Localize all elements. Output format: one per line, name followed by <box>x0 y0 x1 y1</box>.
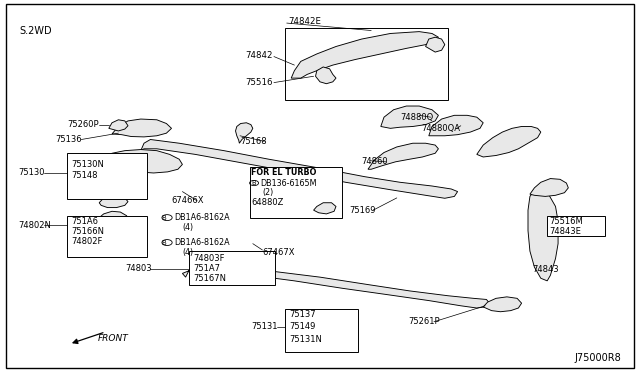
Bar <box>547 216 605 236</box>
Text: (4): (4) <box>182 248 193 257</box>
Polygon shape <box>530 179 568 196</box>
Text: J75000R8: J75000R8 <box>574 353 621 363</box>
Text: DB1A6-8162A: DB1A6-8162A <box>174 238 230 247</box>
Bar <box>67 216 147 257</box>
Polygon shape <box>477 126 541 157</box>
Text: 74803: 74803 <box>125 264 152 273</box>
Polygon shape <box>368 143 438 169</box>
Bar <box>285 309 358 352</box>
Text: B: B <box>162 215 166 221</box>
Text: DB1A6-8162A: DB1A6-8162A <box>174 213 230 222</box>
Polygon shape <box>141 140 458 198</box>
Polygon shape <box>314 203 336 214</box>
Text: 75166N: 75166N <box>72 227 105 236</box>
Polygon shape <box>182 266 490 308</box>
Text: 75131N: 75131N <box>289 335 322 344</box>
Text: 74802N: 74802N <box>18 221 51 230</box>
Text: DB136-6165M: DB136-6165M <box>260 179 317 187</box>
Text: 75167N: 75167N <box>193 274 227 283</box>
Bar <box>285 28 448 100</box>
Text: 74880QA: 74880QA <box>421 124 460 133</box>
Polygon shape <box>528 190 558 281</box>
Text: B: B <box>252 180 257 186</box>
Text: S.2WD: S.2WD <box>19 26 52 36</box>
Text: 75130: 75130 <box>18 169 44 177</box>
Bar <box>67 153 147 199</box>
Text: FOR EL TURBO: FOR EL TURBO <box>251 169 316 177</box>
Polygon shape <box>109 120 128 131</box>
Polygon shape <box>99 180 128 193</box>
Text: 74880Q: 74880Q <box>400 113 433 122</box>
Text: 75516: 75516 <box>245 78 273 87</box>
Text: 75149: 75149 <box>289 322 316 331</box>
Text: (2): (2) <box>262 188 274 197</box>
Polygon shape <box>99 211 127 224</box>
Text: 67467X: 67467X <box>262 248 295 257</box>
Bar <box>250 167 342 218</box>
Polygon shape <box>99 195 128 208</box>
Text: 75137: 75137 <box>289 310 316 319</box>
Polygon shape <box>483 297 522 312</box>
Text: 751A7: 751A7 <box>193 264 220 273</box>
Text: 75516M: 75516M <box>549 217 583 226</box>
Polygon shape <box>99 150 182 173</box>
Polygon shape <box>381 106 438 128</box>
Polygon shape <box>316 67 336 84</box>
Polygon shape <box>426 37 445 52</box>
Text: 74803F: 74803F <box>193 254 225 263</box>
Text: 75131: 75131 <box>252 322 278 331</box>
Polygon shape <box>236 123 253 143</box>
Text: 74860: 74860 <box>362 157 388 166</box>
Text: 75261P: 75261P <box>408 317 440 326</box>
Text: B: B <box>162 240 166 246</box>
Polygon shape <box>291 32 438 78</box>
Text: 74842E: 74842E <box>288 17 321 26</box>
Text: 75136: 75136 <box>56 135 83 144</box>
Polygon shape <box>112 119 172 137</box>
Text: (4): (4) <box>182 223 193 232</box>
Text: 751A6: 751A6 <box>72 217 99 226</box>
Text: 64880Z: 64880Z <box>251 198 284 207</box>
Text: 75169: 75169 <box>349 206 375 215</box>
Text: 75130N: 75130N <box>72 160 104 169</box>
Text: 74802F: 74802F <box>72 237 103 246</box>
Text: 67466X: 67466X <box>172 196 204 205</box>
Bar <box>189 251 275 285</box>
Text: 75260P: 75260P <box>67 120 99 129</box>
Polygon shape <box>429 115 483 136</box>
Text: 75148: 75148 <box>72 171 98 180</box>
Text: 74843: 74843 <box>532 265 559 274</box>
Text: 75168: 75168 <box>240 137 267 146</box>
Text: 74842: 74842 <box>245 51 273 60</box>
Text: FRONT: FRONT <box>97 334 128 343</box>
Text: 74843E: 74843E <box>549 227 581 236</box>
